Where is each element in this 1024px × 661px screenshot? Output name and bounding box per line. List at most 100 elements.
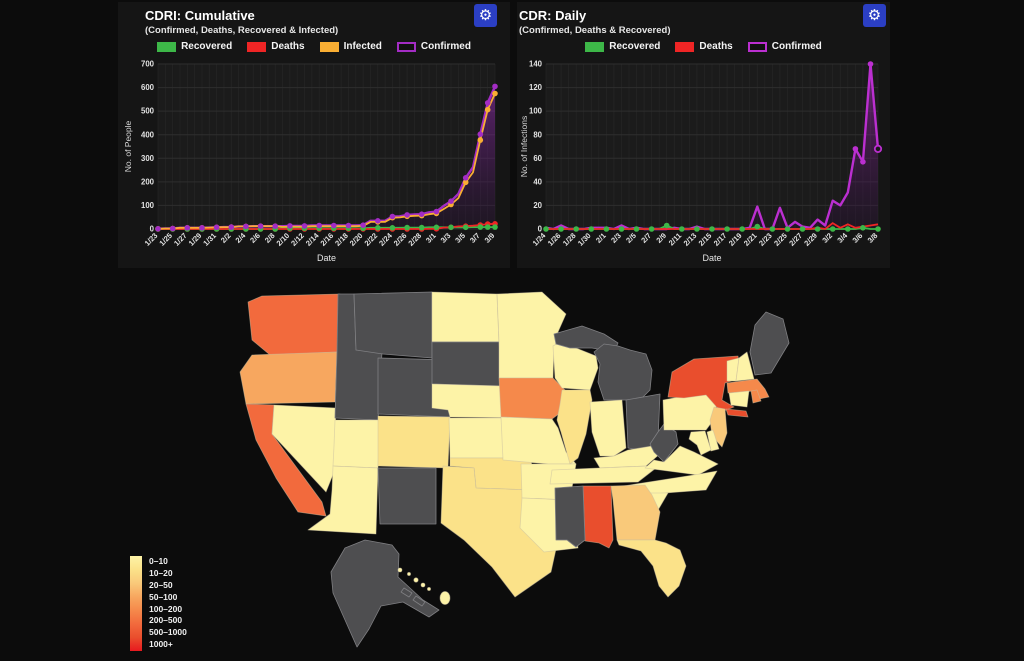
state-florida[interactable] [616, 539, 687, 598]
state-south-dakota[interactable] [431, 341, 503, 387]
chart-title: CDRI: Cumulative [145, 8, 255, 23]
map-legend-bucket-label: 100–200 [149, 603, 183, 614]
state-montana[interactable] [353, 291, 433, 359]
svg-text:3/6: 3/6 [851, 231, 865, 245]
state-tennessee[interactable] [549, 465, 657, 485]
state-west-virginia[interactable] [649, 423, 679, 463]
state-virginia[interactable] [644, 445, 719, 476]
svg-text:2/18: 2/18 [333, 231, 350, 248]
legend-item-deaths[interactable]: Deaths [247, 41, 305, 52]
svg-text:2/3: 2/3 [609, 231, 623, 245]
svg-text:140: 140 [529, 60, 543, 69]
series-recovered-markers [543, 222, 881, 232]
svg-text:2/15: 2/15 [697, 231, 714, 248]
state-north-dakota[interactable] [431, 291, 500, 343]
x-gridlines [545, 64, 879, 229]
state-nevada[interactable] [271, 404, 337, 493]
daily-line-chart: 0 20 40 60 80 100 120 140 1/241/261/281/30 2/1 2/3… [519, 60, 883, 263]
svg-text:3/1: 3/1 [424, 231, 438, 245]
svg-text:1/25: 1/25 [157, 231, 174, 248]
settings-gear-icon[interactable]: ⚙ [863, 4, 886, 27]
svg-text:2/4: 2/4 [234, 230, 248, 244]
map-legend-gradient-bar [130, 556, 142, 651]
svg-text:2/17: 2/17 [712, 231, 729, 248]
state-new-york[interactable] [667, 355, 742, 413]
state-wisconsin[interactable] [552, 341, 599, 391]
svg-text:20: 20 [533, 201, 542, 210]
state-michigan-lower[interactable] [593, 343, 653, 401]
svg-text:2/7: 2/7 [639, 231, 653, 245]
svg-text:300: 300 [141, 154, 155, 163]
x-tick-labels: 1/241/261/281/30 2/1 2/3 2/5 2/7 2/92/112/132… [531, 230, 880, 247]
legend-swatch [396, 41, 416, 52]
chart-legend: Recovered Deaths Infected Confirmed [118, 40, 510, 53]
state-illinois[interactable] [556, 389, 593, 465]
svg-text:3/5: 3/5 [453, 231, 467, 245]
y-axis-label: No. of People [123, 120, 133, 172]
svg-text:2/1: 2/1 [594, 231, 608, 245]
state-mississippi[interactable] [554, 485, 586, 548]
legend-label: Deaths [271, 41, 305, 52]
legend-label: Confirmed [420, 41, 471, 52]
svg-text:2/10: 2/10 [275, 231, 292, 248]
series-confirmed-markers [155, 83, 498, 232]
svg-text:100: 100 [141, 201, 155, 210]
chart-subtitle: (Confirmed, Deaths & Recovered) [519, 25, 671, 36]
legend-item-recovered[interactable]: Recovered [585, 41, 660, 52]
state-maine[interactable] [749, 311, 790, 376]
chart-legend: Recovered Deaths Confirmed [517, 40, 890, 53]
state-new-mexico[interactable] [377, 467, 437, 525]
svg-text:2/23: 2/23 [757, 231, 774, 248]
series-confirmed-area [546, 64, 878, 229]
legend-item-deaths[interactable]: Deaths [675, 41, 733, 52]
legend-item-infected[interactable]: Infected [319, 41, 382, 52]
state-indiana[interactable] [589, 399, 627, 457]
map-legend-bucket-label: 1000+ [149, 639, 173, 650]
svg-text:2/22: 2/22 [363, 231, 380, 248]
svg-text:2/5: 2/5 [624, 231, 638, 245]
state-alabama[interactable] [582, 485, 614, 549]
state-oregon[interactable] [239, 351, 338, 405]
state-utah[interactable] [332, 419, 381, 469]
state-maryland[interactable] [688, 430, 712, 456]
y-axis-label: No. of Infections [519, 116, 529, 177]
state-new-york-long-island[interactable] [725, 408, 749, 418]
state-georgia[interactable] [610, 484, 661, 541]
map-legend: 0–10 10–20 20–50 50–100 100–200 200–500 500–10… [130, 556, 187, 651]
svg-text:1/23: 1/23 [143, 231, 160, 248]
state-iowa[interactable] [498, 377, 568, 420]
svg-text:1/28: 1/28 [561, 231, 578, 248]
state-hawaii[interactable] [397, 567, 451, 605]
legend-item-confirmed[interactable]: Confirmed [747, 41, 822, 52]
map-legend-bucket-label: 50–100 [149, 591, 178, 602]
state-alaska-islands[interactable] [400, 587, 426, 607]
panel-cdr-daily: CDR: Daily (Confirmed, Deaths & Recovere… [517, 2, 890, 268]
svg-text:500: 500 [141, 107, 155, 116]
state-washington[interactable] [247, 293, 341, 356]
legend-item-confirmed[interactable]: Confirmed [396, 41, 471, 52]
svg-text:2/26: 2/26 [392, 231, 409, 248]
svg-text:3/3: 3/3 [439, 231, 453, 245]
svg-text:1/27: 1/27 [172, 231, 189, 248]
svg-text:2/28: 2/28 [406, 231, 423, 248]
svg-text:2/11: 2/11 [667, 231, 683, 247]
svg-text:1/24: 1/24 [531, 230, 548, 247]
svg-text:3/8: 3/8 [866, 231, 880, 245]
state-rhode-island[interactable] [750, 389, 762, 404]
svg-text:3/7: 3/7 [468, 231, 482, 245]
settings-gear-icon[interactable]: ⚙ [474, 4, 497, 27]
state-alaska[interactable] [330, 539, 440, 648]
svg-text:1/31: 1/31 [201, 231, 218, 248]
state-connecticut[interactable] [728, 390, 750, 408]
series-confirmed-markers [852, 61, 883, 165]
svg-text:600: 600 [141, 83, 155, 92]
y-gridlines-and-ticks: 0 100 200 300 400 500 600 700 [141, 60, 495, 234]
legend-item-recovered[interactable]: Recovered [157, 41, 232, 52]
panel-cdri-cumulative: CDRI: Cumulative (Confirmed, Deaths, Rec… [118, 2, 510, 268]
state-colorado[interactable] [377, 415, 451, 469]
legend-swatch [319, 41, 339, 52]
svg-text:3/9: 3/9 [483, 231, 497, 245]
legend-label: Recovered [609, 41, 661, 52]
